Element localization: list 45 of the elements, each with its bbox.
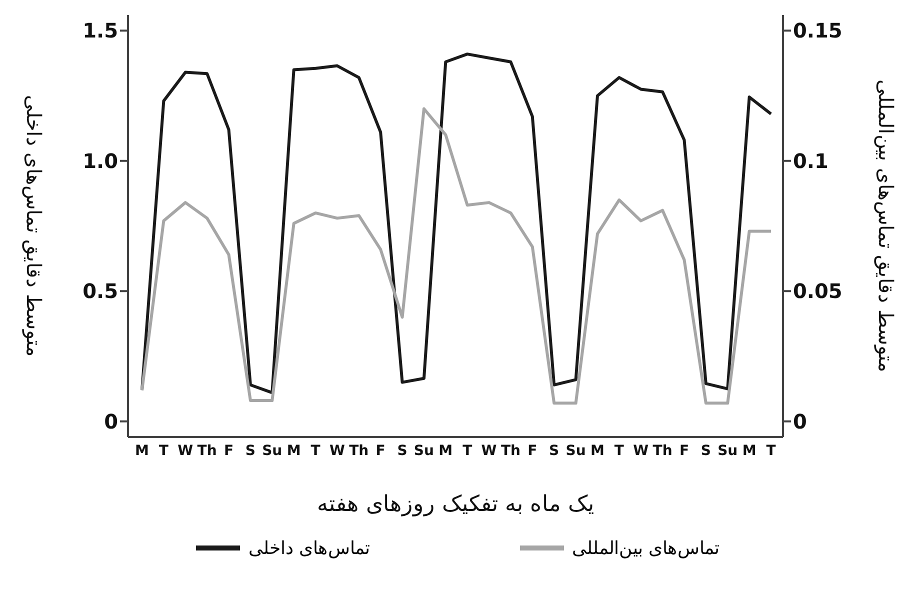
- y-axis-title: متوسط دقایق تماس‌های داخلی: [22, 94, 46, 358]
- x-tick-label: F: [376, 442, 386, 459]
- x-tick-label: Th: [652, 442, 672, 459]
- x-tick-label: Su: [414, 442, 434, 459]
- x-tick-label: M: [438, 442, 453, 459]
- x-tick-label: W: [633, 442, 649, 459]
- x-tick-label: T: [614, 442, 624, 459]
- x-tick-label: M: [590, 442, 604, 459]
- y2-tick-label: 0: [793, 409, 807, 434]
- x-tick-label: S: [245, 442, 256, 459]
- y2-tick-label: 0.1: [793, 148, 828, 173]
- x-tick-label: Su: [718, 442, 738, 459]
- y-tick-label: 1.5: [82, 18, 118, 43]
- y2-axis-title: متوسط دقایق تماس‌های بین‌المللی: [874, 79, 898, 373]
- x-tick-label: F: [224, 442, 234, 459]
- x-tick-label: S: [700, 442, 711, 459]
- x-axis-title: یک ماه به تفکیک روزهای هفته: [317, 492, 594, 517]
- y-tick-label: 0: [104, 409, 118, 434]
- x-tick-label: T: [158, 442, 169, 459]
- x-tick-label: Th: [500, 442, 520, 459]
- x-tick-label: Th: [197, 442, 217, 459]
- x-tick-label: M: [742, 442, 756, 459]
- x-tick-label: Th: [349, 442, 369, 459]
- x-tick-label: W: [481, 442, 497, 459]
- x-tick-label: T: [462, 442, 473, 459]
- x-tick-label: M: [286, 442, 301, 459]
- y-tick-label: 0.5: [82, 279, 118, 304]
- x-tick-label: Su: [262, 442, 282, 459]
- x-tick-label: T: [310, 442, 321, 459]
- y2-tick-label: 0.15: [793, 18, 842, 43]
- line-series: [140, 107, 772, 405]
- x-tick-label: M: [135, 442, 149, 459]
- y-tick-label: 1.0: [82, 148, 118, 173]
- x-tick-label: F: [679, 442, 690, 459]
- x-tick-label: F: [528, 442, 538, 459]
- x-tick-label: T: [766, 442, 776, 459]
- x-tick-label: W: [178, 442, 194, 459]
- x-tick-label: S: [397, 442, 408, 459]
- line-series: [140, 52, 772, 394]
- legend-label: تماس‌های داخلی: [248, 537, 370, 559]
- x-tick-label: Su: [566, 442, 586, 459]
- x-tick-label: S: [549, 442, 560, 459]
- legend-label: تماس‌های بین‌المللی: [572, 537, 720, 559]
- y2-tick-label: 0.05: [793, 279, 842, 304]
- x-tick-label: W: [329, 442, 345, 459]
